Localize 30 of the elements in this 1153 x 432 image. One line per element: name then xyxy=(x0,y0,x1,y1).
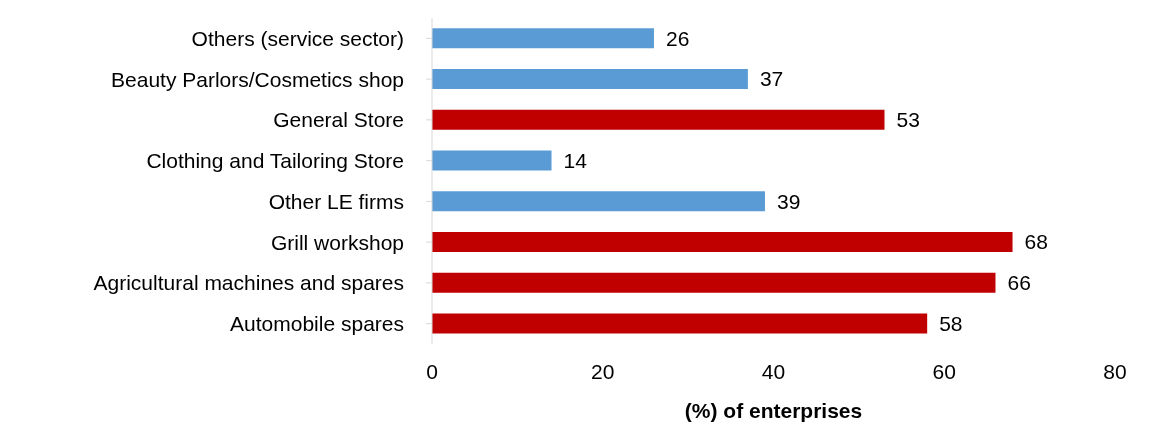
bar xyxy=(432,272,996,293)
data-label: 39 xyxy=(776,189,801,213)
data-label: 68 xyxy=(1024,230,1048,254)
y-tick-label: Beauty Parlors/Cosmetics shop xyxy=(111,67,404,91)
x-tick-label: 0 xyxy=(426,359,438,383)
y-tick-label: Agricultural machines and spares xyxy=(93,271,404,295)
x-tick-label: 20 xyxy=(591,359,615,383)
data-label: 14 xyxy=(563,148,588,172)
data-label: 66 xyxy=(1007,271,1031,295)
bar xyxy=(432,191,765,212)
x-tick-label: 60 xyxy=(932,359,956,383)
y-tick-label: General Store xyxy=(273,108,404,132)
x-tick-label: 40 xyxy=(761,359,786,383)
bar xyxy=(432,28,654,49)
data-label: 26 xyxy=(665,26,690,50)
y-tick-label: Others (service sector) xyxy=(191,26,404,50)
y-tick-label: Automobile spares xyxy=(230,312,404,336)
bar xyxy=(432,231,1013,252)
y-tick-label: Other LE firms xyxy=(268,189,404,213)
y-tick-label: Clothing and Tailoring Store xyxy=(146,149,404,173)
x-axis-title: (%) of enterprises xyxy=(684,399,863,422)
data-label: 37 xyxy=(759,67,784,91)
data-label: 58 xyxy=(939,311,963,335)
bar xyxy=(432,109,885,130)
bar xyxy=(432,150,552,171)
y-tick-label: Grill workshop xyxy=(270,230,404,254)
x-tick-label: 80 xyxy=(1103,359,1127,383)
bar xyxy=(432,68,748,89)
data-label: 53 xyxy=(896,108,920,132)
bar xyxy=(432,313,928,334)
